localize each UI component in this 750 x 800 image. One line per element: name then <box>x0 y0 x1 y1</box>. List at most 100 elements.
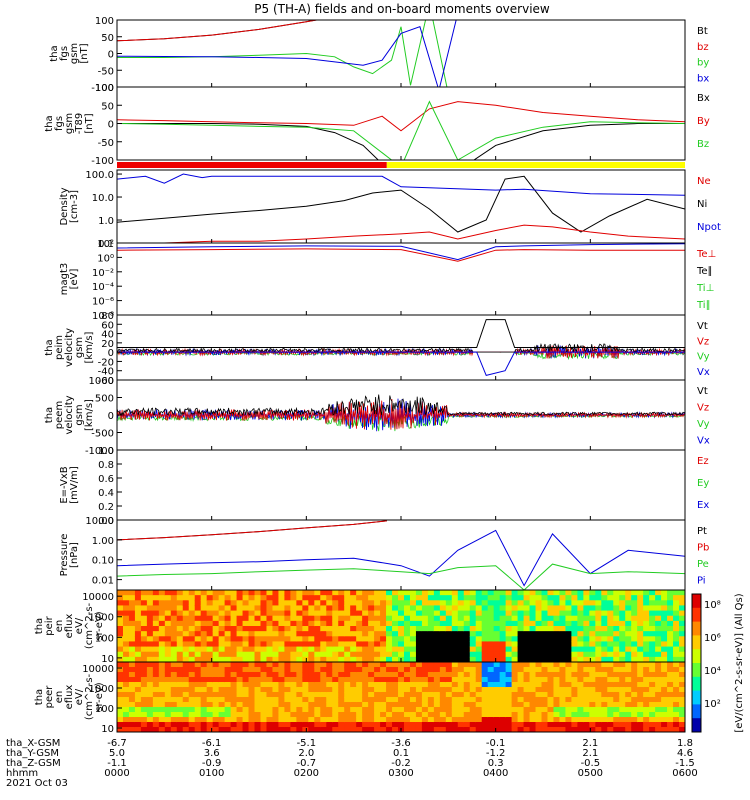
spectrogram-cell <box>451 641 459 648</box>
spectrogram-cell <box>589 631 596 637</box>
spectrogram-cell <box>182 590 190 596</box>
spectrogram-cell <box>493 682 501 688</box>
spectrogram-cell <box>637 702 644 708</box>
spectrogram-cell <box>284 697 291 703</box>
spectrogram-cell <box>493 697 501 703</box>
spectrogram-cell <box>553 662 561 668</box>
spectrogram-cell <box>164 641 172 648</box>
spectrogram-cell <box>248 620 256 627</box>
spectrogram-cell <box>200 656 208 662</box>
spectrogram-cell <box>158 590 166 596</box>
spectrogram-cell <box>595 620 602 627</box>
spectrogram-cell <box>493 656 501 662</box>
y-axis-label: fgs <box>54 116 65 131</box>
spectrogram-cell <box>463 717 471 723</box>
spectrogram-cell <box>212 641 220 648</box>
spectrogram-cell <box>146 656 154 662</box>
spectrogram-cell <box>338 641 345 648</box>
spectrogram-cell <box>194 656 202 662</box>
spectrogram-cell <box>188 615 196 622</box>
spectrogram-cell <box>619 626 626 632</box>
spectrogram-cell <box>637 727 644 732</box>
spectrogram-cell <box>278 727 286 732</box>
spectrogram-cell <box>260 667 268 673</box>
spectrogram-cell <box>655 697 662 703</box>
spectrogram-cell <box>350 717 357 723</box>
spectrogram-cell <box>320 712 327 718</box>
spectrogram-cell <box>541 662 549 668</box>
spectrogram-cell <box>194 707 202 713</box>
spectrogram-cell <box>469 605 477 612</box>
spectrogram-cell <box>332 667 339 673</box>
spectrogram-cell <box>224 590 232 596</box>
legend-Vt: Vt <box>697 386 708 397</box>
spectrogram-cell <box>260 605 268 612</box>
spectrogram-cell <box>278 702 286 708</box>
spectrogram-cell <box>326 605 333 612</box>
spectrogram-cell <box>601 636 608 643</box>
spectrogram-cell <box>679 677 685 683</box>
spectrogram-cell <box>146 697 154 703</box>
spectrogram-cell <box>487 722 495 728</box>
spectrogram-cell <box>170 610 178 617</box>
spectrogram-cell <box>649 682 656 688</box>
spectrogram-cell <box>601 707 608 713</box>
spectrogram-cell <box>206 722 214 728</box>
spectrogram-cell <box>487 727 495 732</box>
spectrogram-cell <box>631 727 638 732</box>
spectrogram-cell <box>194 626 202 632</box>
spectrogram-cell <box>140 702 148 708</box>
spectrogram-cell <box>248 677 256 683</box>
spectrogram-cell <box>565 662 572 668</box>
spectrogram-cell <box>553 646 561 653</box>
legend-Te∥: Te∥ <box>696 266 713 277</box>
spectrogram-cell <box>302 672 309 678</box>
spectrogram-cell <box>505 641 513 648</box>
spectrogram-cell <box>601 697 608 703</box>
spectrogram-cell <box>164 656 172 662</box>
spectrogram-cell <box>326 662 333 668</box>
spectrogram-cell <box>350 631 357 637</box>
spectrogram-cell <box>200 615 208 622</box>
spectrogram-cell <box>284 615 291 622</box>
spectrogram-cell <box>451 727 459 732</box>
spectrogram-cell <box>457 702 465 708</box>
spectrogram-cell <box>278 692 286 698</box>
spectrogram-cell <box>128 651 136 658</box>
spectrogram-cell <box>302 620 309 627</box>
spectrogram-cell <box>248 717 256 723</box>
spectrogram-cell <box>451 620 459 627</box>
spectrogram-cell <box>182 692 190 698</box>
spectrogram-cell <box>212 712 220 718</box>
spectrogram-cell <box>565 677 572 683</box>
spectrogram-cell <box>386 600 393 607</box>
spectrogram-cell <box>415 722 423 728</box>
spectrogram-cell <box>344 717 351 723</box>
spectrogram-cell <box>278 651 286 658</box>
spectrogram-cell <box>649 646 656 653</box>
y-axis-label: peir <box>44 615 55 635</box>
spectrogram-cell <box>254 631 262 637</box>
spectrogram-cell <box>427 687 435 693</box>
spectrogram-cell <box>152 656 160 662</box>
spectrogram-cell <box>481 727 489 732</box>
spectrogram-cell <box>122 656 130 662</box>
spectrogram-cell <box>128 656 136 662</box>
spectrogram-cell <box>601 702 608 708</box>
spectrogram-cell <box>433 692 441 698</box>
spectrogram-cell <box>302 631 309 637</box>
x-row-value: 0500 <box>578 768 603 779</box>
spectrogram-cell <box>230 615 238 622</box>
spectrogram-cell <box>212 615 220 622</box>
spectrogram-cell <box>595 615 602 622</box>
spectrogram-cell <box>392 651 399 658</box>
spectrogram-cell <box>380 656 387 662</box>
spectrogram-cell <box>158 646 166 653</box>
colorbar-tick-label: 10⁴ <box>704 666 721 677</box>
spectrogram-cell <box>296 600 303 607</box>
spectrogram-cell <box>673 662 680 668</box>
spectrogram-cell <box>427 677 435 683</box>
spectrogram-cell <box>487 682 495 688</box>
spectrogram-cell <box>403 656 411 662</box>
legend-Te⊥: Te⊥ <box>696 249 716 260</box>
